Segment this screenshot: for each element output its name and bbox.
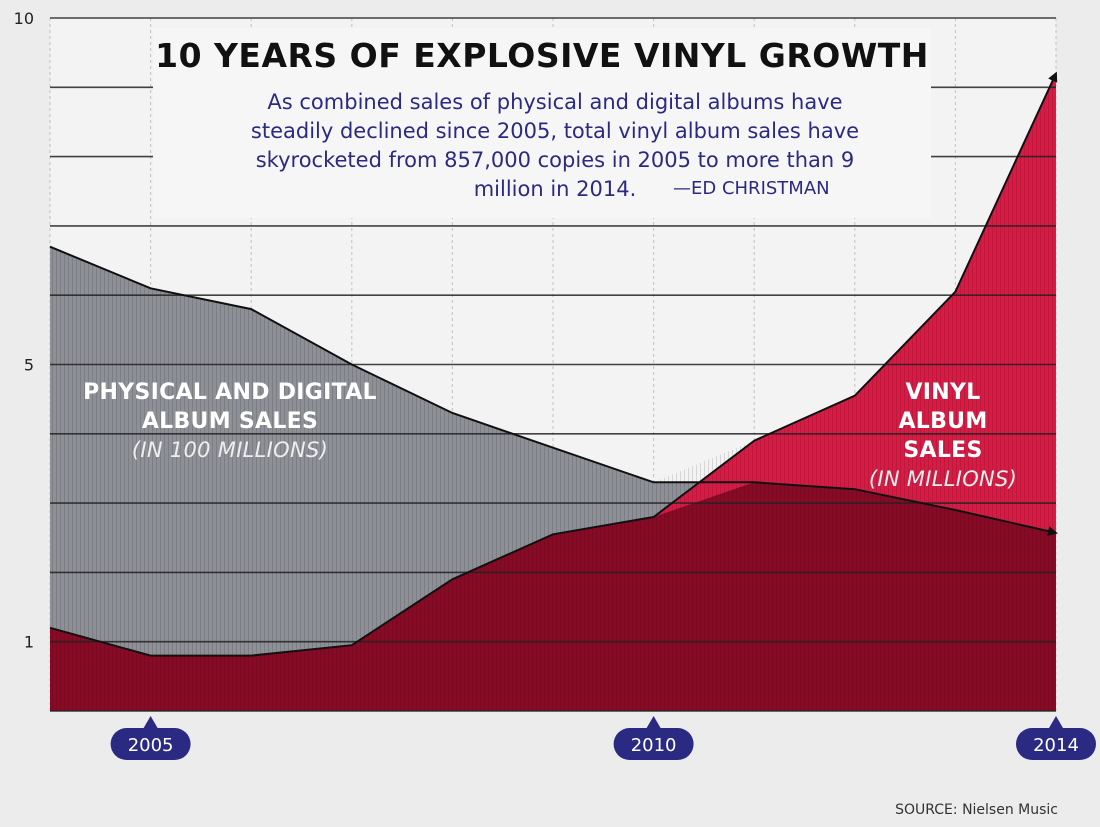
x-tick: 2005 — [110, 716, 191, 760]
y-tick-label: 5 — [24, 356, 34, 375]
title-callout: 10 YEARS OF EXPLOSIVE VINYL GROWTH As co… — [153, 28, 931, 218]
area-texture — [50, 73, 1056, 711]
x-tick-pointer — [1049, 716, 1063, 728]
x-tick: 2010 — [613, 716, 694, 760]
legend-vinyl-name: VINYL ALBUM SALES — [898, 380, 988, 463]
line-physical-digital — [49, 245, 1058, 536]
x-tick-badge — [613, 728, 694, 760]
series-lines — [49, 71, 1058, 657]
x-tick-pointer — [646, 716, 661, 728]
legend-vinyl: VINYL ALBUM SALES (IN MILLIONS) — [858, 378, 1028, 494]
x-tick-badge — [1016, 728, 1096, 760]
x-tick-badge — [110, 728, 191, 760]
line-vinyl — [49, 71, 1058, 657]
x-tick-label: 2005 — [128, 735, 174, 756]
x-tick-pointer — [143, 716, 158, 728]
y-axis-ticks: 10 5 1 — [14, 9, 34, 652]
y-tick-label: 10 — [14, 9, 34, 28]
x-tick-label: 2010 — [631, 735, 677, 756]
legend-physical-digital: PHYSICAL AND DIGITAL ALBUM SALES (IN 100… — [60, 378, 400, 465]
legend-vinyl-unit: (IN MILLIONS) — [868, 467, 1018, 491]
legend-physical-digital-unit: (IN 100 MILLIONS) — [131, 438, 329, 462]
y-tick-label: 1 — [24, 633, 34, 652]
x-tick: 2014 — [1016, 716, 1096, 760]
x-axis-ticks: 2005 2010 2014 — [110, 716, 1096, 760]
legend-physical-digital-name: PHYSICAL AND DIGITAL ALBUM SALES — [83, 380, 377, 434]
chart-subtitle: As combined sales of physical and digita… — [250, 90, 860, 201]
x-tick-label: 2014 — [1033, 735, 1079, 756]
chart-title: 10 YEARS OF EXPLOSIVE VINYL GROWTH — [155, 36, 929, 75]
source-note: SOURCE: Nielsen Music — [895, 802, 1058, 818]
series-areas — [50, 73, 1056, 711]
chart-author: —ED CHRISTMAN — [673, 178, 830, 199]
